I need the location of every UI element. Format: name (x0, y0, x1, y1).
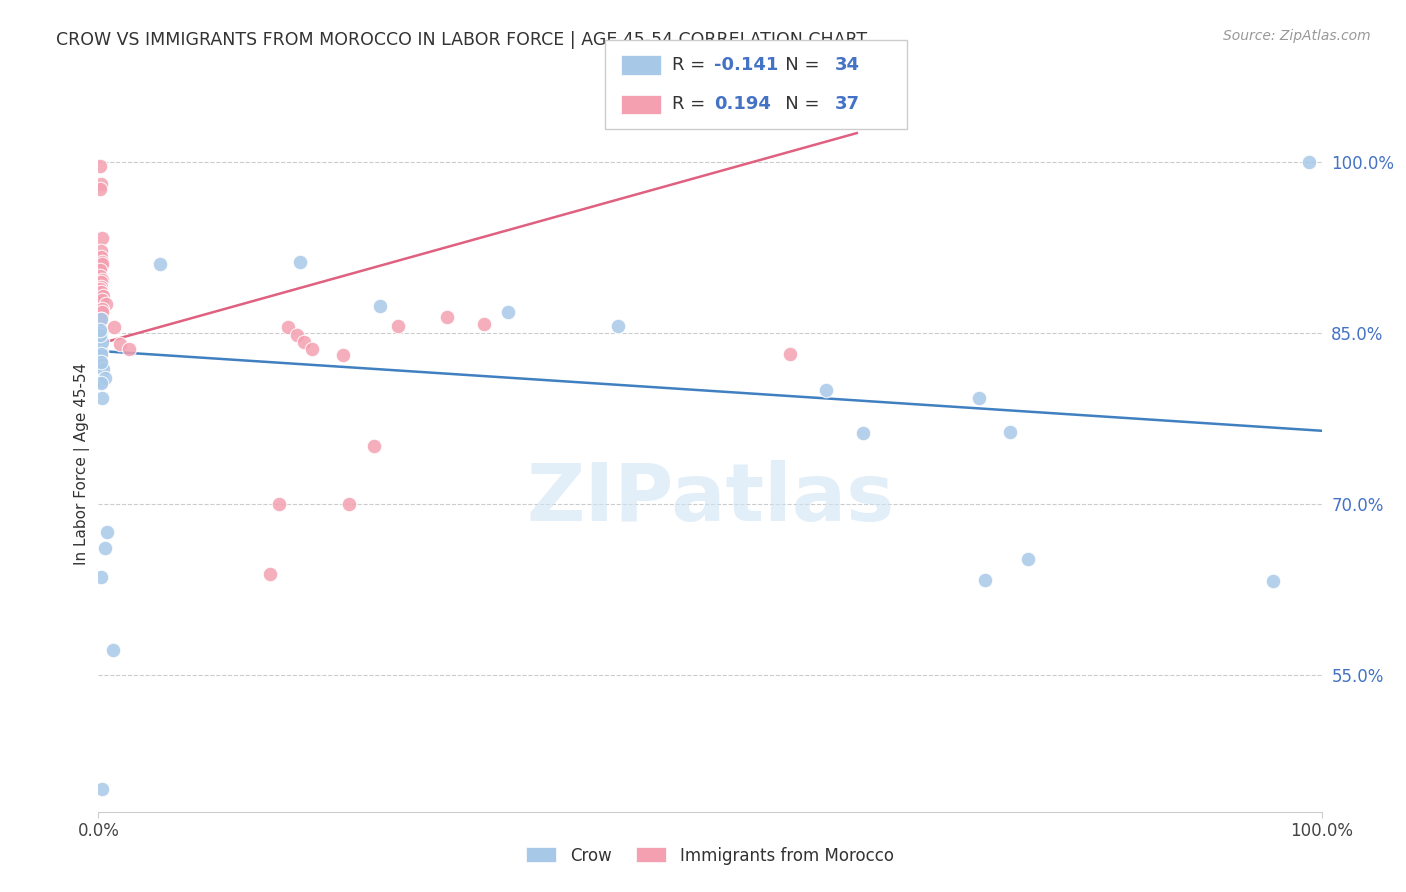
Point (1261, 574, 1284, 589)
Point (89, 282, 111, 296)
Point (91, 391, 114, 405)
Point (368, 300, 391, 314)
Point (607, 318, 630, 333)
Point (89, 325, 111, 339)
Point (94, 297, 117, 311)
Point (118, 342, 141, 356)
Point (998, 425, 1021, 439)
Point (90, 339, 112, 353)
Point (277, 320, 299, 334)
Point (91, 231, 114, 245)
Point (91, 334, 114, 349)
Text: R =: R = (672, 56, 711, 74)
Text: -0.141: -0.141 (714, 56, 779, 74)
Point (290, 255, 312, 269)
Point (96, 525, 118, 540)
Point (1017, 551, 1039, 566)
Legend: Crow, Immigrants from Morocco: Crow, Immigrants from Morocco (517, 838, 903, 873)
Point (472, 317, 495, 331)
Point (93, 541, 115, 556)
Y-axis label: In Labor Force | Age 45-54: In Labor Force | Age 45-54 (75, 363, 90, 565)
Point (89, 263, 111, 277)
Point (285, 328, 308, 343)
Point (91, 301, 114, 316)
Text: Source: ZipAtlas.com: Source: ZipAtlas.com (1223, 29, 1371, 43)
Text: R =: R = (672, 95, 717, 113)
Point (332, 349, 354, 363)
Point (90, 355, 112, 369)
Point (90, 343, 112, 358)
Text: N =: N = (768, 56, 825, 74)
Point (91, 374, 114, 388)
Point (91, 257, 114, 271)
Point (90, 178, 112, 192)
Point (91, 293, 114, 307)
Point (89, 323, 111, 337)
Point (779, 347, 801, 361)
Point (967, 391, 990, 405)
Text: 34: 34 (835, 56, 860, 74)
Point (852, 425, 875, 440)
Point (91, 273, 114, 287)
Point (89, 268, 111, 283)
Point (974, 573, 997, 587)
Point (91, 362, 114, 376)
Point (269, 497, 291, 511)
Point (90, 244, 112, 258)
Point (496, 305, 519, 319)
Point (259, 567, 281, 582)
Text: CROW VS IMMIGRANTS FROM MOROCCO IN LABOR FORCE | AGE 45-54 CORRELATION CHART: CROW VS IMMIGRANTS FROM MOROCCO IN LABOR… (56, 31, 868, 49)
Text: 0.194: 0.194 (714, 95, 770, 113)
Point (90, 280, 112, 294)
Point (103, 320, 125, 334)
Point (90, 276, 112, 290)
Point (89, 159, 111, 173)
Point (363, 439, 385, 453)
Point (90, 570, 112, 584)
Point (90, 376, 112, 390)
Point (90, 285, 112, 299)
Point (101, 642, 124, 657)
Point (387, 318, 409, 333)
Point (90, 251, 112, 265)
Point (90, 347, 112, 361)
Point (815, 383, 838, 397)
Point (89, 328, 111, 343)
Text: 37: 37 (835, 95, 860, 113)
Text: ZIPatlas: ZIPatlas (526, 459, 894, 538)
Point (90, 312, 112, 326)
Point (91, 358, 114, 372)
Point (337, 497, 360, 511)
Point (91, 781, 114, 796)
Point (110, 337, 132, 351)
Point (89, 331, 111, 345)
Point (90, 312, 112, 326)
Point (91, 289, 114, 303)
Text: N =: N = (768, 95, 825, 113)
Point (91, 255, 114, 269)
Point (91, 305, 114, 319)
Point (292, 334, 315, 349)
Point (301, 342, 323, 356)
Point (1298, 154, 1320, 169)
Point (93, 371, 115, 385)
Point (149, 257, 172, 271)
Point (89, 182, 111, 196)
Point (436, 310, 458, 324)
